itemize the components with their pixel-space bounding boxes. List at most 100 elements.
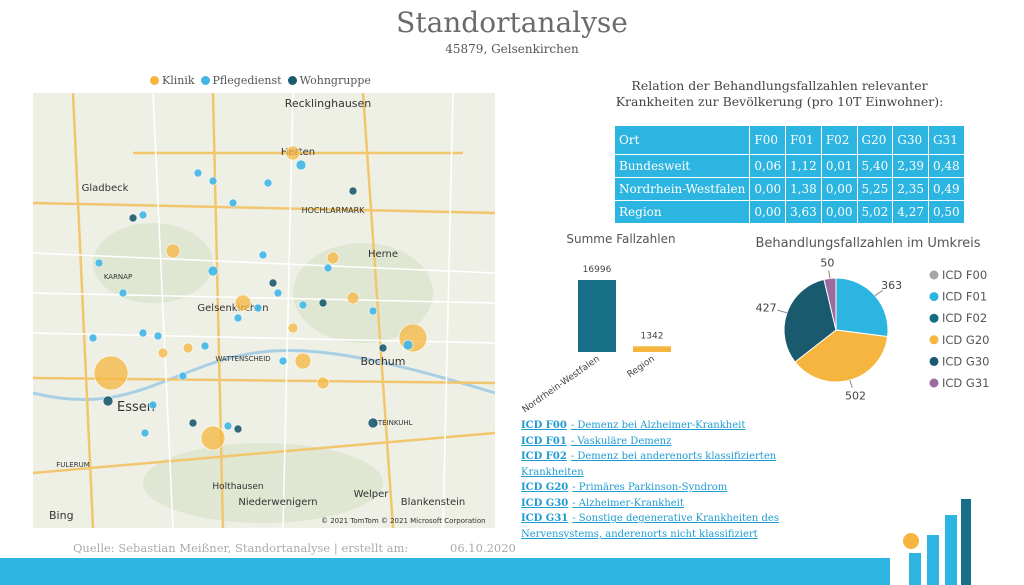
icd-description: - Vaskuläre Demenz (570, 435, 672, 447)
map-point (118, 288, 128, 298)
page-title: Standortanalyse (396, 6, 628, 39)
legend-swatch (150, 76, 159, 85)
icd-code: ICD G30 (521, 497, 569, 509)
x-tick-label: Nordrhein-Westfalen (521, 354, 602, 415)
map-point (285, 145, 301, 161)
map-point (294, 352, 312, 370)
table-header-cell: F01 (786, 126, 822, 155)
map-point (253, 303, 263, 313)
legend-swatch (929, 292, 939, 302)
table-cell: 0,49 (928, 178, 965, 201)
map-label: FULERUM (56, 461, 90, 469)
map-point (94, 258, 104, 268)
icd-description: - Demenz bei Alzheimer-Krankheit (570, 420, 746, 431)
map-point (140, 428, 150, 438)
icd-link[interactable]: ICD G30- Alzheimer-Krankheit (521, 496, 841, 512)
footer-date: 06.10.2020 (450, 541, 516, 555)
map-point (268, 278, 278, 288)
icd-link[interactable]: ICD F01- Vaskuläre Demenz (521, 434, 841, 450)
legend-swatch (200, 76, 210, 85)
table-cell: 5,40 (857, 155, 894, 178)
legend-item: Wohngruppe (287, 74, 371, 87)
table-cell: 0,00 (750, 201, 787, 224)
icd-description: - Alzheimer-Krankheit (572, 497, 684, 509)
map-label: Holthausen (212, 482, 263, 492)
map-label: KARNAP (104, 273, 132, 281)
map-point (316, 376, 330, 390)
map-brand: Bing (49, 509, 74, 522)
map-point (368, 306, 378, 316)
map-point (165, 243, 181, 259)
icd-code: ICD G20 (521, 482, 569, 493)
legend-label: Wohngruppe (299, 74, 371, 87)
map-point (182, 342, 194, 354)
icd-code: ICD F00 (521, 420, 567, 431)
map-label: Bochum (361, 355, 406, 368)
map-point (298, 300, 308, 310)
table-cell: 2,35 (893, 178, 929, 201)
table-header-cell: G20 (857, 126, 894, 155)
icd-link[interactable]: ICD G31- Sonstige degenerative Krankheit… (521, 511, 841, 542)
table-header-cell: G31 (928, 126, 965, 155)
pie-leader (777, 309, 788, 314)
table-cell: 1,38 (786, 178, 822, 201)
map-label: Blankenstein (401, 497, 465, 508)
table-cell: 0,00 (821, 178, 858, 201)
map-point (402, 339, 414, 351)
legend-label: ICD G20 (942, 333, 989, 347)
table-cell: 4,27 (893, 201, 929, 224)
legend-item: Klinik (150, 74, 195, 87)
map-point (193, 168, 203, 178)
map-point (326, 251, 340, 265)
icd-link[interactable]: ICD G20- Primäres Parkinson-Syndrom (521, 480, 841, 496)
map-point (263, 178, 273, 188)
map-label: Recklinghausen (285, 97, 372, 110)
map-label: Welper (354, 489, 390, 500)
map-point (234, 294, 252, 312)
map-points (88, 145, 428, 451)
map-point (178, 371, 188, 381)
icd-code: ICD F02 (521, 451, 567, 462)
icd-links: ICD F00- Demenz bei Alzheimer-Krankheit I… (521, 418, 841, 542)
map-point (346, 291, 360, 305)
icd-link[interactable]: ICD F00- Demenz bei Alzheimer-Krankheit (521, 418, 841, 434)
icd-description: - Demenz bei anderenorts klassifizierten… (521, 451, 777, 478)
map-point (208, 176, 218, 186)
map-point (398, 323, 428, 353)
map-point (88, 333, 98, 343)
map-label: WATTENSCHEID (215, 355, 270, 363)
map-label: STEINKUHL (373, 419, 412, 427)
map-point (207, 265, 219, 277)
table-row: Nordrhein-Westfalen 0,00 1,38 0,00 5,25 2,35 0… (615, 178, 965, 201)
map: RecklinghausenHertenGladbeckHOCHLARMARKG… (33, 93, 495, 528)
pie-leader (849, 379, 853, 389)
legend-swatch (929, 335, 939, 345)
table-cell: 0,00 (821, 201, 858, 224)
table-header-cell: F02 (821, 126, 858, 155)
map-point (228, 198, 238, 208)
footer-band (0, 558, 890, 585)
legend-label: ICD G30 (942, 354, 989, 368)
legend-swatch (929, 270, 939, 280)
map-point (273, 288, 283, 298)
map-point (200, 425, 226, 451)
map-point (233, 313, 243, 323)
table-cell: 0,00 (750, 178, 787, 201)
icd-code: ICD G31 (521, 513, 569, 524)
legend-swatch (287, 76, 297, 85)
table-row: Region 0,00 3,63 0,00 5,02 4,27 0,50 (615, 201, 965, 224)
table-header-cell: Ort (615, 126, 751, 155)
map-point (378, 343, 388, 353)
map-point (223, 421, 233, 431)
legend-item: Pflegedienst (200, 74, 282, 87)
map-point (188, 418, 198, 428)
bar-value-label: 1342 (641, 331, 664, 341)
table-cell: 0,06 (750, 155, 787, 178)
table-cell: 5,25 (857, 178, 894, 201)
icd-link[interactable]: ICD F02- Demenz bei anderenorts klassifi… (521, 449, 841, 480)
table-cell: 0,01 (821, 155, 858, 178)
pie-value-label: 427 (756, 302, 777, 315)
map-point (138, 328, 148, 338)
map-label: Herne (368, 249, 398, 260)
